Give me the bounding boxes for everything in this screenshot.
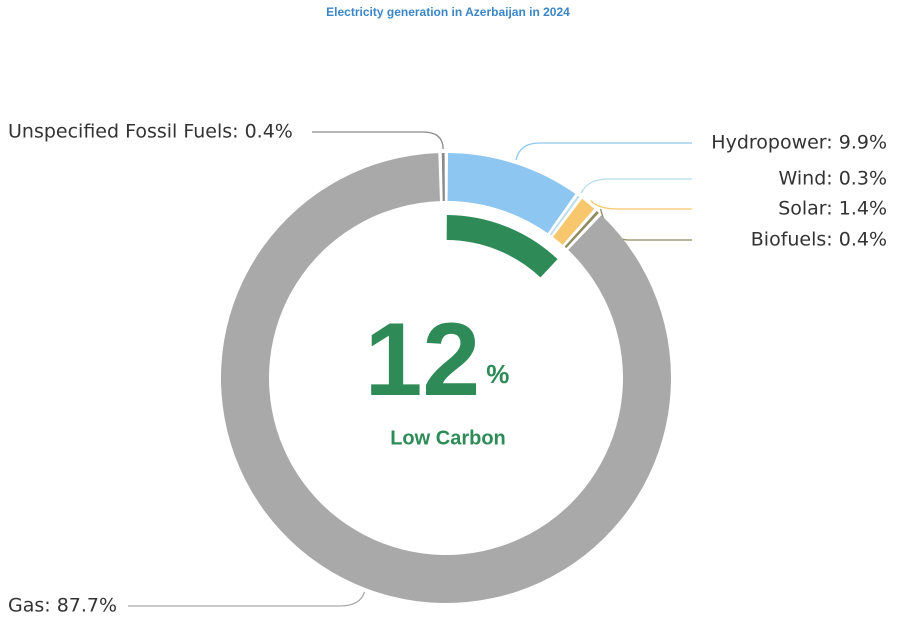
leader-line	[515, 142, 692, 161]
donut-slice	[549, 195, 580, 236]
donut-slice	[553, 198, 595, 245]
slice-label: Wind: 0.3%	[779, 168, 887, 190]
slice-label: Gas: 87.7%	[8, 595, 117, 617]
leader-line	[128, 591, 366, 607]
chart-title: Electricity generation in Azerbaijan in …	[326, 5, 570, 19]
low-carbon-label: Low Carbon	[390, 427, 506, 449]
donut-slice	[564, 210, 599, 249]
low-carbon-number: 12	[365, 302, 481, 418]
low-carbon-unit: %	[486, 359, 509, 389]
slice-label: Unspecified Fossil Fuels: 0.4%	[8, 121, 293, 143]
donut-slice	[447, 153, 576, 234]
low-carbon-value: 12%	[365, 302, 510, 418]
leader-line	[580, 178, 692, 194]
low-carbon-arc	[446, 215, 558, 278]
leader-line	[312, 131, 444, 150]
donut-slice	[441, 153, 445, 202]
slice-label: Solar: 1.4%	[778, 198, 887, 220]
slice-label: Biofuels: 0.4%	[751, 229, 887, 251]
leader-line	[590, 200, 692, 210]
slice-label: Hydropower: 9.9%	[711, 132, 887, 154]
